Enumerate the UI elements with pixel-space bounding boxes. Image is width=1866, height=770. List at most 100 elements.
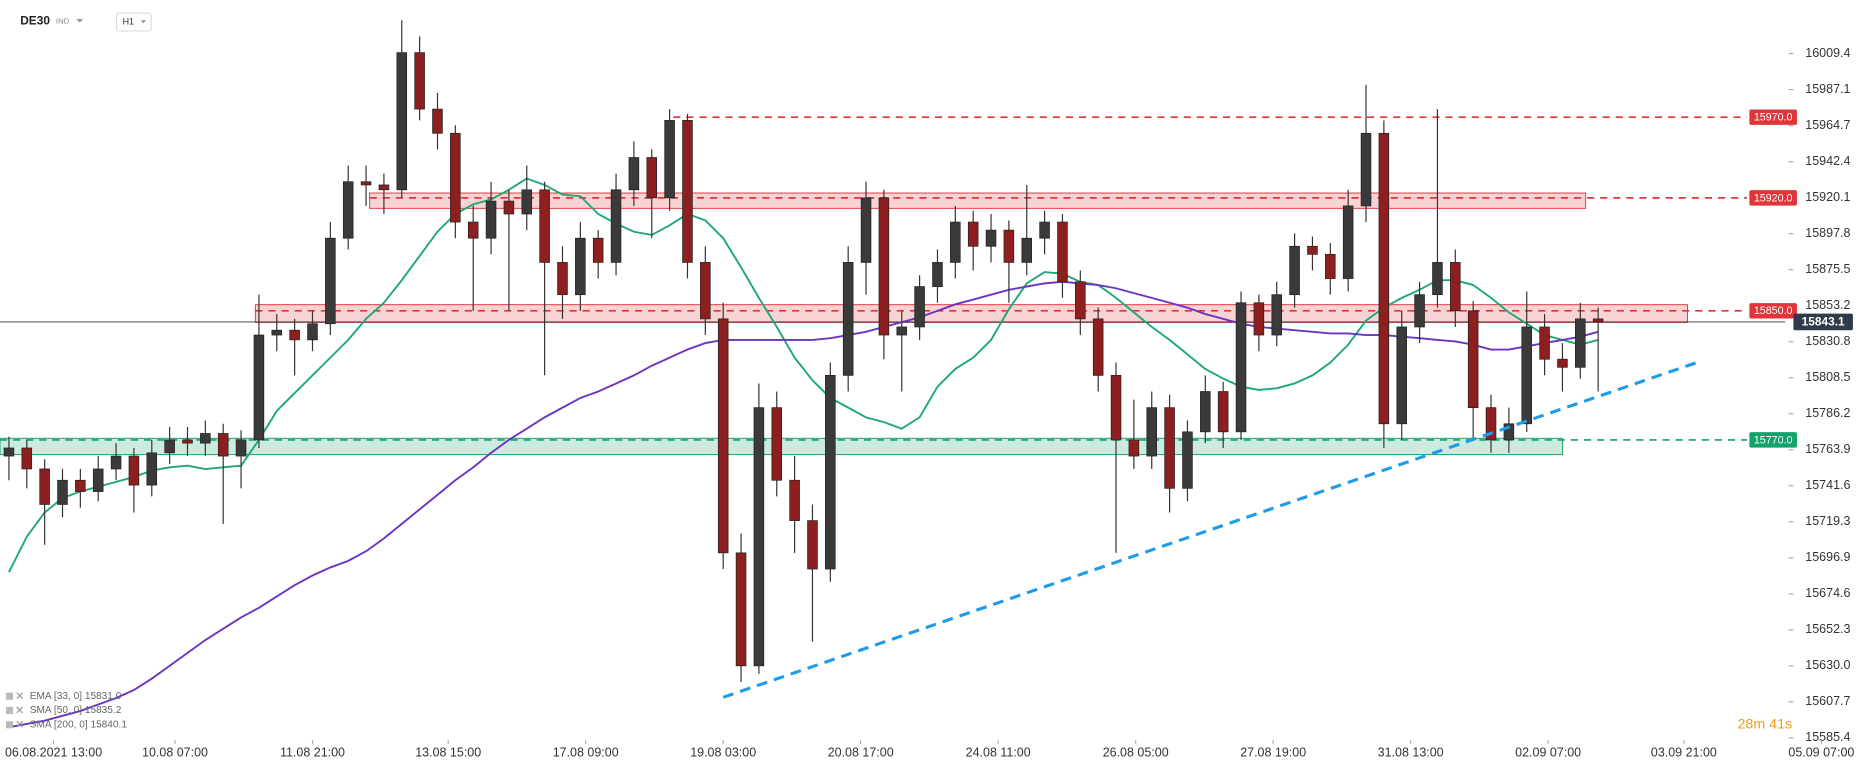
candle-body [146, 452, 158, 486]
candle-body [950, 221, 961, 263]
indicator-line [8, 280, 1599, 729]
candle-body [646, 157, 658, 199]
candle-body [1485, 407, 1497, 441]
candle-body [1235, 302, 1247, 433]
candle-body [1575, 318, 1586, 368]
y-tick-label: 15674.6 [1805, 586, 1850, 600]
candle-body [485, 200, 497, 239]
candle-body [360, 181, 372, 186]
candle-body [842, 262, 854, 376]
interval[interactable]: H1 [123, 16, 134, 26]
y-tick-label: 15875.5 [1805, 262, 1850, 276]
candle-body [1432, 262, 1443, 296]
candle-body [253, 334, 265, 441]
candle-body [289, 329, 300, 341]
candle-body [1057, 221, 1068, 283]
candle-body [1396, 326, 1407, 425]
indicator-line [8, 177, 1599, 573]
level-label: 15770.0 [1754, 434, 1793, 446]
legend-icon [5, 692, 14, 700]
candle-body [21, 447, 33, 470]
candle-body [1164, 407, 1175, 489]
candle-body [1307, 245, 1318, 255]
candle-body [628, 157, 640, 191]
candle-body [128, 455, 140, 486]
y-tick-label: 15652.3 [1805, 622, 1850, 636]
candle-body [164, 439, 175, 454]
y-tick-label: 15897.8 [1805, 226, 1850, 240]
x-tick-label: 02.09 07:00 [1515, 746, 1581, 760]
candle-body [1592, 318, 1604, 323]
x-tick-label: 13.08 15:00 [415, 746, 481, 760]
x-tick-label: 10.08 07:00 [142, 746, 208, 760]
x-tick-label: 19.08 03:00 [690, 746, 756, 760]
candle-body [1360, 132, 1372, 207]
x-tick-label: 24.08 11:00 [966, 746, 1031, 760]
candle-body [1182, 431, 1193, 489]
candle-body [1092, 318, 1104, 376]
candle-body [1557, 358, 1568, 368]
level-label-box [1749, 432, 1797, 448]
candle-body [467, 221, 479, 239]
candle-body [771, 407, 783, 481]
symbol-kind[interactable]: IND [56, 16, 70, 25]
level-label: 15970.0 [1754, 112, 1793, 124]
candle-body [539, 189, 550, 263]
candle-body [967, 221, 979, 247]
candle-body [1450, 262, 1461, 312]
interval-button[interactable] [116, 12, 152, 32]
candle-body [735, 552, 747, 667]
candle-body [57, 479, 68, 505]
x-tick-label: 31.08 13:00 [1378, 746, 1444, 760]
candle-body [1467, 310, 1479, 409]
y-tick-label: 15808.5 [1805, 370, 1850, 384]
candle-body [271, 329, 283, 336]
last-price-box [1793, 313, 1853, 331]
level-label: 15850.0 [1754, 305, 1793, 317]
y-tick-label: 15942.4 [1805, 154, 1850, 168]
trendline [722, 359, 1703, 699]
y-tick-label: 15585.4 [1805, 730, 1850, 744]
y-tick-label: 15763.9 [1805, 442, 1850, 456]
y-tick-label: 15786.2 [1805, 406, 1850, 420]
candle-body [92, 468, 104, 492]
symbol: DE30 [20, 14, 50, 28]
candle-body [521, 189, 533, 215]
candle-body [1217, 391, 1229, 433]
y-tick-label: 15987.1 [1805, 82, 1850, 96]
candle-body [378, 184, 390, 191]
candle-body [1539, 326, 1550, 360]
zone [369, 192, 1587, 209]
candle-body [1021, 237, 1033, 263]
candle-body [414, 52, 425, 110]
candle-body [1521, 326, 1532, 425]
candle-body [592, 237, 604, 263]
candle-body [1271, 294, 1283, 336]
y-tick-label: 15607.7 [1805, 694, 1850, 708]
candle-body [432, 108, 443, 134]
y-tick-label: 15630.0 [1805, 658, 1850, 672]
candle-body [575, 237, 586, 296]
x-tick-label: 11.08 21:00 [280, 746, 345, 760]
candle-body [896, 326, 908, 336]
candle-body [1110, 375, 1122, 441]
candle-body [110, 455, 122, 470]
y-tick-label: 15719.3 [1805, 514, 1850, 528]
candle-body [450, 132, 461, 223]
candle-body [1342, 205, 1354, 279]
y-tick-label: 15696.9 [1805, 550, 1850, 564]
x-tick-label: 03.09 21:00 [1651, 746, 1717, 760]
level-label-box [1749, 303, 1797, 319]
level-label-box [1749, 190, 1797, 206]
x-tick-label: 20.08 17:00 [828, 746, 894, 760]
y-tick-label: 15853.2 [1805, 298, 1850, 312]
dropdown-icon[interactable] [76, 19, 84, 23]
legend-text: EMA [33, 0] 15831.0 [30, 691, 122, 702]
candle-body [200, 433, 211, 444]
legend-remove-icon [16, 692, 24, 699]
candle-body [182, 439, 193, 444]
candle-body [1289, 245, 1300, 296]
x-tick-label: 05.09 07:00 [1788, 746, 1854, 760]
x-tick-label: 27.08 19:00 [1240, 746, 1306, 760]
